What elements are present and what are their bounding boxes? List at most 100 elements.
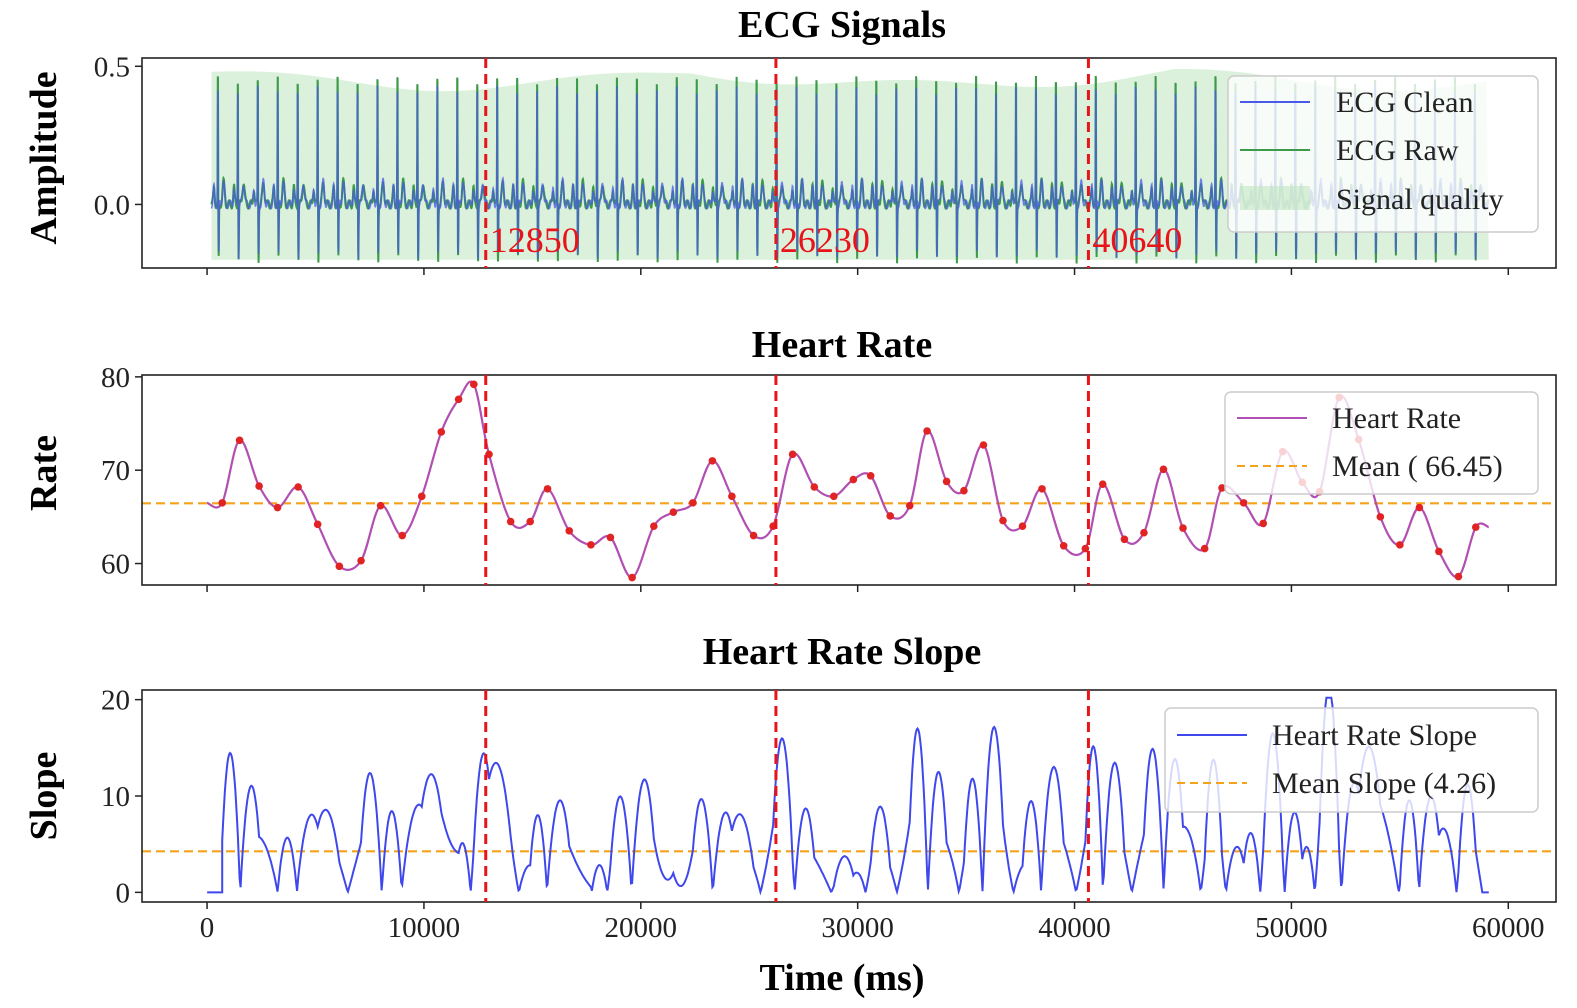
heart-rate-point <box>866 472 875 480</box>
heart-rate-point <box>708 457 717 465</box>
heart-rate-ylabel: Rate <box>23 435 65 511</box>
heart-rate-point <box>1200 544 1209 553</box>
slope-legend-box <box>1164 707 1539 813</box>
heart-rate-point <box>526 517 534 526</box>
heart-rate-point <box>749 531 758 540</box>
heart-rate-point <box>905 501 914 510</box>
slope-ytick-label-1: 10 <box>101 781 130 813</box>
ecg-marker-lines: 12850 26230 40640 <box>484 58 1182 268</box>
heart-rate-point <box>506 517 515 526</box>
ecg-panel: ECG Signals Amplitude 0.0 0.5 12850 26230 4… <box>23 4 1557 275</box>
heart-rate-point <box>942 477 951 486</box>
hr-ytick-label-1: 70 <box>101 455 130 487</box>
slope-axes-ticks: 0 10000 20000 30000 40000 50000 60000 0 10 20 <box>101 685 1545 944</box>
heart-rate-point <box>357 556 365 565</box>
heart-rate-point <box>1218 484 1226 492</box>
heart-rate-panel: Heart Rate Rate 60 70 80 Heart Rate Mean (… <box>23 324 1557 592</box>
heart-rate-point <box>398 531 407 540</box>
heart-rate-point <box>689 499 697 507</box>
hr-mean-legend-label: Mean ( 66.45) <box>1332 450 1503 483</box>
slope-marker-lines <box>484 690 1090 902</box>
ecg-vline-label-2: 40640 <box>1092 220 1182 260</box>
heart-rate-point <box>1396 541 1404 549</box>
ecg-ytick-label-1: 0.5 <box>94 51 130 83</box>
heart-rate-point <box>669 508 678 516</box>
slope-xtick-label-10000: 10000 <box>388 912 461 944</box>
heart-rate-point <box>923 427 931 435</box>
ecg-ylabel: Amplitude <box>23 71 65 244</box>
heart-rate-point <box>565 527 574 535</box>
heart-rate-title: Heart Rate <box>752 324 932 366</box>
slope-title: Heart Rate Slope <box>703 631 982 673</box>
heart-rate-point <box>255 482 263 490</box>
heart-rate-point <box>1081 544 1090 553</box>
ecg-ytick-label-0: 0.0 <box>94 189 130 221</box>
heart-rate-point <box>1140 528 1148 537</box>
heart-rate-point <box>999 516 1007 525</box>
heart-rate-point <box>1059 542 1068 550</box>
heart-rate-point <box>1376 513 1385 521</box>
heart-rate-point <box>788 450 797 459</box>
heart-rate-legend: Heart Rate Mean ( 66.45) <box>1224 391 1539 495</box>
hr-ytick-label-2: 80 <box>101 362 130 394</box>
ecg-vline-label-1: 26230 <box>780 220 870 260</box>
ecg-legend: ECG Clean ECG Raw Signal quality <box>1227 75 1539 233</box>
heart-rate-point <box>1159 465 1168 474</box>
ecg-axes-ticks: 0.0 0.5 <box>94 51 1510 275</box>
heart-rate-point <box>1018 522 1027 530</box>
heart-rate-point <box>543 485 552 493</box>
slope-xtick-label-0: 0 <box>200 912 215 944</box>
heart-rate-point <box>294 483 302 491</box>
heart-rate-point <box>1120 535 1129 544</box>
slope-ytick-label-2: 20 <box>101 685 130 717</box>
heart-rate-point <box>335 562 344 571</box>
heart-rate-legend-label: Heart Rate <box>1332 402 1461 435</box>
ecg-axes-frame <box>141 57 1557 269</box>
heart-rate-point <box>728 492 736 501</box>
heart-rate-point <box>1471 523 1480 531</box>
heart-rate-point <box>313 520 322 529</box>
slope-ylabel: Slope <box>23 752 65 841</box>
signal-quality-legend-label: Signal quality <box>1336 183 1504 216</box>
heart-rate-point <box>1038 485 1046 493</box>
heart-rate-point <box>454 395 463 404</box>
heart-rate-point <box>1415 503 1424 512</box>
signal-quality-band <box>211 68 1489 260</box>
slope-xtick-label-30000: 30000 <box>821 912 894 944</box>
x-axis-label: Time (ms) <box>760 957 925 999</box>
heart-rate-point <box>218 499 227 507</box>
heart-rate-point <box>587 541 595 549</box>
heart-rate-point <box>1259 519 1268 528</box>
heart-rate-axes-ticks: 60 70 80 <box>101 362 1510 592</box>
slope-xtick-label-40000: 40000 <box>1038 912 1111 944</box>
heart-rate-point <box>606 533 615 542</box>
slope-ytick-label-0: 0 <box>116 877 131 909</box>
slope-xtick-label-20000: 20000 <box>605 912 678 944</box>
heart-rate-point <box>1098 480 1107 489</box>
slope-xtick-label-50000: 50000 <box>1255 912 1328 944</box>
hr-ytick-label-0: 60 <box>101 549 130 581</box>
slope-xtick-label-60000: 60000 <box>1472 912 1545 944</box>
ecg-clean-legend-label: ECG Clean <box>1336 86 1473 119</box>
ecg-vline-label-0: 12850 <box>490 220 580 260</box>
slope-legend: Heart Rate Slope Mean Slope (4.26) <box>1164 707 1539 813</box>
heart-rate-point <box>628 573 636 582</box>
heart-rate-point <box>1454 572 1463 581</box>
slope-legend-label: Heart Rate Slope <box>1272 719 1477 752</box>
heart-rate-point <box>849 475 858 484</box>
heart-rate-point <box>979 441 988 449</box>
heart-rate-point <box>437 428 446 436</box>
heart-rate-point <box>1179 524 1187 532</box>
heart-rate-point <box>235 436 244 445</box>
heart-rate-point <box>273 503 282 512</box>
heart-rate-point <box>417 492 426 501</box>
heart-rate-point <box>960 486 968 495</box>
heart-rate-point <box>376 501 385 510</box>
ecg-title: ECG Signals <box>738 4 946 46</box>
heart-rate-marker-lines <box>484 375 1090 585</box>
heart-rate-axes-frame <box>141 374 1557 586</box>
heart-rate-point <box>1239 499 1248 507</box>
heart-rate-point <box>810 483 819 491</box>
slope-panel: Heart Rate Slope Slope 0 10000 20000 30000 4… <box>23 631 1557 999</box>
